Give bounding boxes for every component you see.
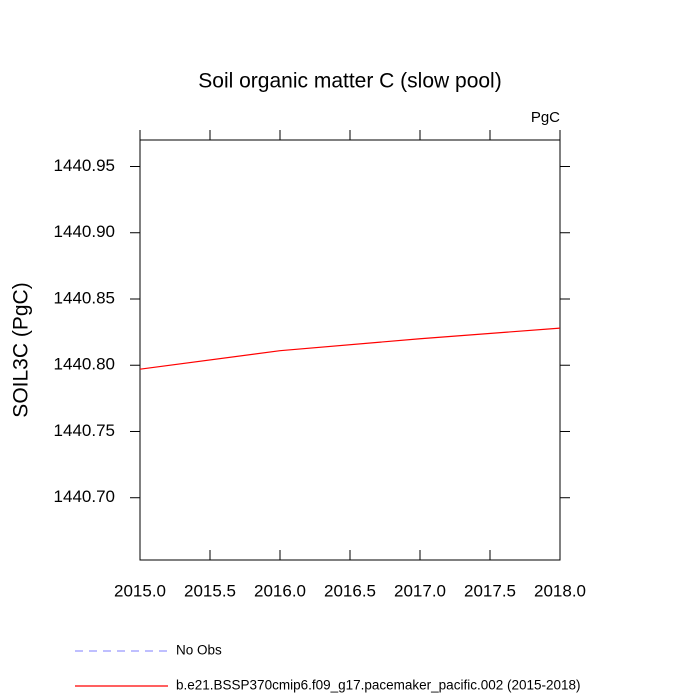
chart-title: Soil organic matter C (slow pool) bbox=[198, 70, 501, 93]
y-tick-label: 1440.95 bbox=[54, 156, 115, 175]
legend-label: No Obs bbox=[176, 643, 222, 658]
y-tick-label: 1440.90 bbox=[54, 222, 115, 241]
x-tick-label: 2018.0 bbox=[534, 581, 586, 600]
plot-frame bbox=[139, 139, 561, 561]
x-tick-label: 2016.0 bbox=[254, 581, 306, 600]
y-tick-label: 1440.85 bbox=[54, 288, 115, 307]
x-tick-label: 2017.0 bbox=[394, 581, 446, 600]
x-tick-label: 2015.0 bbox=[114, 581, 166, 600]
x-tick-label: 2017.5 bbox=[464, 581, 516, 600]
y-tick-label: 1440.70 bbox=[54, 487, 115, 506]
y-axis-label: SOIL3C (PgC) bbox=[10, 282, 33, 417]
x-tick-label: 2015.5 bbox=[184, 581, 236, 600]
units-label: PgC bbox=[531, 109, 560, 126]
legend-label: b.e21.BSSP370cmip6.f09_g17.pacemaker_pac… bbox=[176, 678, 581, 693]
x-tick-label: 2016.5 bbox=[324, 581, 376, 600]
y-tick-label: 1440.75 bbox=[54, 421, 115, 440]
y-tick-label: 1440.80 bbox=[54, 355, 115, 374]
data-line bbox=[139, 327, 561, 370]
